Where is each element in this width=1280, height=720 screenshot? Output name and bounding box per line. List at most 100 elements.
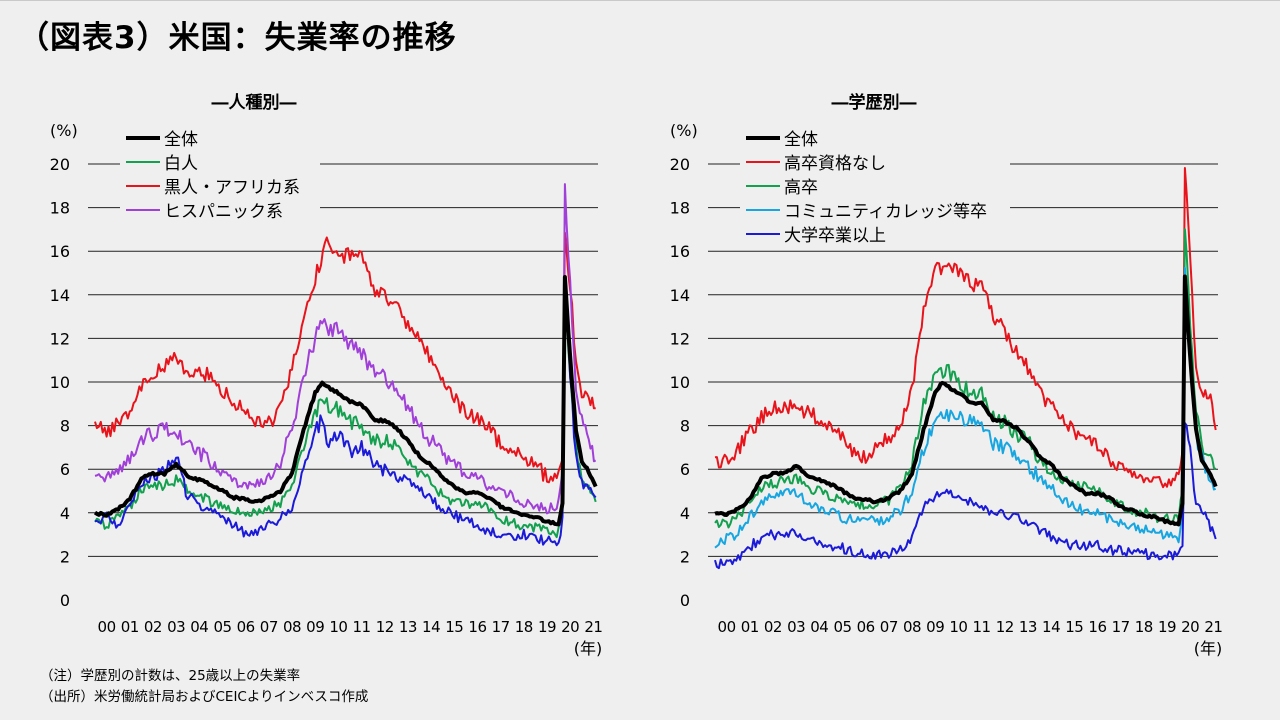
x-unit-label: (年) xyxy=(1194,639,1223,658)
x-tick-label: 21 xyxy=(584,618,602,636)
y-tick-label: 6 xyxy=(680,460,690,479)
x-tick-label: 15 xyxy=(1065,618,1083,636)
chart-by-education: ―学歴別― (%) 0 2 4 6 8 10 12 14 16 18 20 00 01 02 03 04 05 06 0… xyxy=(640,80,1260,660)
x-tick-label: 00 xyxy=(98,618,116,636)
series-line xyxy=(94,280,597,547)
legend-label: ヒスパニック系 xyxy=(164,202,283,222)
y-tick-label: 20 xyxy=(670,155,690,174)
x-tick-label: 03 xyxy=(787,618,805,636)
legend-label: 高卒 xyxy=(784,178,818,198)
footnotes: （注）学歴別の計数は、25歳以上の失業率 （出所）米労働統計局およびCEICより… xyxy=(40,666,368,708)
x-tick-label: 13 xyxy=(1019,618,1037,636)
x-tick-label: 08 xyxy=(283,618,301,636)
y-tick-label: 12 xyxy=(50,329,70,348)
x-tick-label: 03 xyxy=(167,618,185,636)
x-tick-label: 01 xyxy=(741,618,759,636)
legend-label: 全体 xyxy=(784,130,818,150)
y-tick-label: 2 xyxy=(680,547,690,566)
x-tick-label: 11 xyxy=(973,618,991,636)
x-tick-label: 07 xyxy=(260,618,278,636)
x-tick-label: 12 xyxy=(996,618,1014,636)
series-line xyxy=(714,274,1218,527)
x-tick-label: 20 xyxy=(1181,618,1199,636)
y-tick-label: 18 xyxy=(670,199,690,218)
x-tick-label: 11 xyxy=(353,618,371,636)
x-tick-label: 09 xyxy=(306,618,324,636)
x-tick-label: 14 xyxy=(422,618,440,636)
chart-title: ―学歴別― xyxy=(832,92,917,113)
x-tick-label: 08 xyxy=(903,618,921,636)
x-tick-label: 02 xyxy=(144,618,162,636)
x-unit-label: (年) xyxy=(574,639,603,658)
chart-by-race: ―人種別― (%) 0 2 4 6 8 10 12 14 16 18 20 00 01 02 03 04 05 06 0… xyxy=(20,80,640,660)
y-tick-label: 2 xyxy=(60,547,70,566)
y-tick-label: 0 xyxy=(60,591,70,610)
series-line xyxy=(714,266,1217,549)
source-line: （出所）米労働統計局およびCEICよりインベスコ作成 xyxy=(40,689,369,705)
legend-label: 黒人・アフリカ系 xyxy=(164,178,300,198)
y-tick-label: 16 xyxy=(50,242,70,261)
y-tick-label: 12 xyxy=(670,329,690,348)
note-line: （注）学歴別の計数は、25歳以上の失業率 xyxy=(40,668,301,684)
y-tick-label: 14 xyxy=(670,286,690,305)
series-line xyxy=(94,287,597,539)
x-tick-label: 19 xyxy=(538,618,556,636)
x-tick-label: 01 xyxy=(121,618,139,636)
x-tick-label: 07 xyxy=(880,618,898,636)
x-tick-label: 20 xyxy=(561,618,579,636)
x-tick-label: 10 xyxy=(329,618,347,636)
x-tick-label: 21 xyxy=(1204,618,1222,636)
y-tick-label: 10 xyxy=(50,373,70,392)
x-tick-label: 14 xyxy=(1042,618,1060,636)
x-tick-label: 16 xyxy=(468,618,486,636)
x-tick-label: 16 xyxy=(1088,618,1106,636)
y-unit-label: (%) xyxy=(670,121,698,140)
legend-label: 高卒資格なし xyxy=(784,154,886,174)
x-tick-label: 18 xyxy=(1135,618,1153,636)
x-tick-label: 04 xyxy=(190,618,208,636)
series-line xyxy=(94,183,597,515)
series-line xyxy=(714,167,1217,489)
series-line xyxy=(94,231,596,484)
y-tick-label: 4 xyxy=(60,504,70,523)
y-tick-label: 4 xyxy=(680,504,690,523)
x-tick-label: 05 xyxy=(213,618,231,636)
series-line xyxy=(93,275,598,527)
y-tick-label: 10 xyxy=(670,373,690,392)
legend-label: 全体 xyxy=(164,130,198,150)
x-tick-label: 12 xyxy=(376,618,394,636)
legend-label: 大学卒業以上 xyxy=(784,226,886,246)
x-tick-label: 17 xyxy=(1112,618,1130,636)
x-tick-label: 06 xyxy=(237,618,255,636)
y-tick-label: 0 xyxy=(680,591,690,610)
legend-box xyxy=(740,123,1010,245)
x-tick-label: 17 xyxy=(492,618,510,636)
legend-label: コミュニティカレッジ等卒 xyxy=(784,202,987,222)
y-tick-label: 8 xyxy=(680,417,690,436)
x-tick-label: 04 xyxy=(810,618,828,636)
page-title: （図表3）米国：失業率の推移 xyxy=(18,20,457,56)
x-tick-label: 00 xyxy=(718,618,736,636)
x-tick-label: 05 xyxy=(833,618,851,636)
top-rule xyxy=(0,0,1280,1)
x-tick-label: 02 xyxy=(764,618,782,636)
y-tick-label: 18 xyxy=(50,199,70,218)
series-line xyxy=(714,422,1217,570)
y-tick-label: 20 xyxy=(50,155,70,174)
x-tick-label: 19 xyxy=(1158,618,1176,636)
x-tick-label: 10 xyxy=(949,618,967,636)
chart-title: ―人種別― xyxy=(212,92,297,113)
y-tick-label: 16 xyxy=(670,242,690,261)
x-tick-label: 13 xyxy=(399,618,417,636)
y-tick-label: 8 xyxy=(60,417,70,436)
x-tick-label: 18 xyxy=(515,618,533,636)
x-tick-label: 06 xyxy=(857,618,875,636)
x-tick-label: 15 xyxy=(445,618,463,636)
x-tick-label: 09 xyxy=(926,618,944,636)
y-tick-label: 14 xyxy=(50,286,70,305)
y-tick-label: 6 xyxy=(60,460,70,479)
legend-label: 白人 xyxy=(164,154,198,174)
y-unit-label: (%) xyxy=(50,121,78,140)
